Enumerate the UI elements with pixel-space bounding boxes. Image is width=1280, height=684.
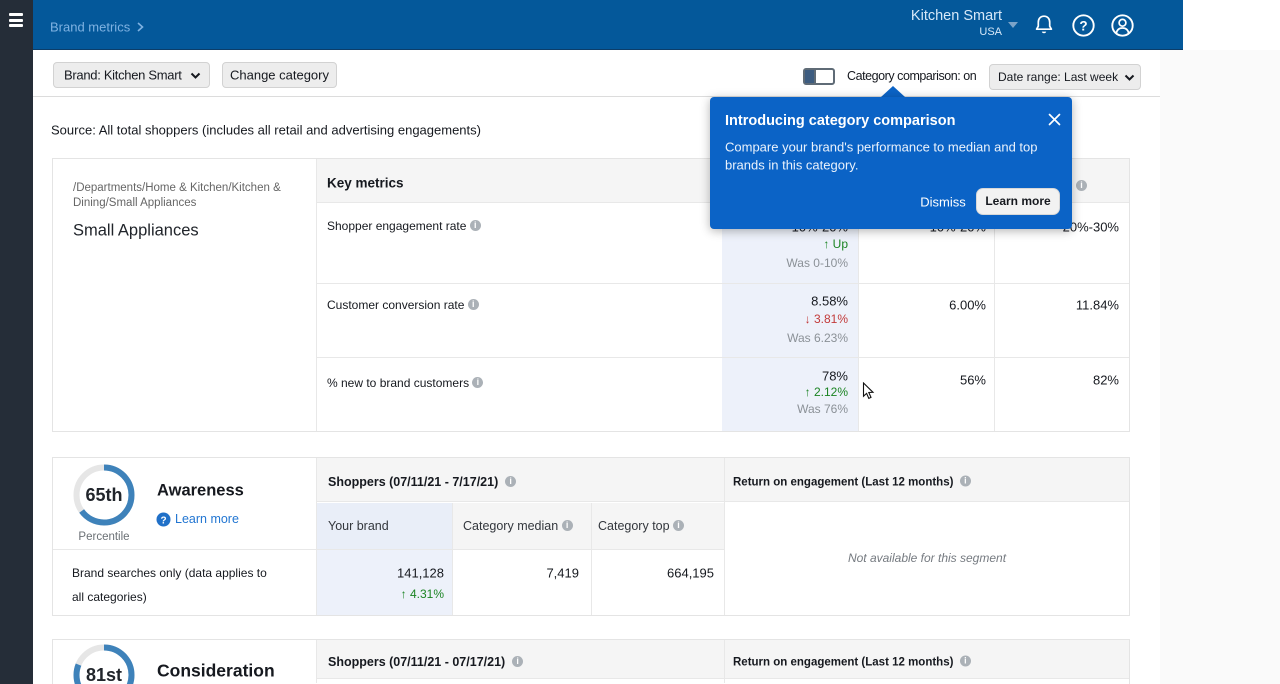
svg-text:65th: 65th	[85, 485, 122, 505]
svg-text:?: ?	[160, 515, 166, 526]
svg-text:81st: 81st	[86, 665, 122, 684]
svg-text:?: ?	[1079, 18, 1087, 33]
